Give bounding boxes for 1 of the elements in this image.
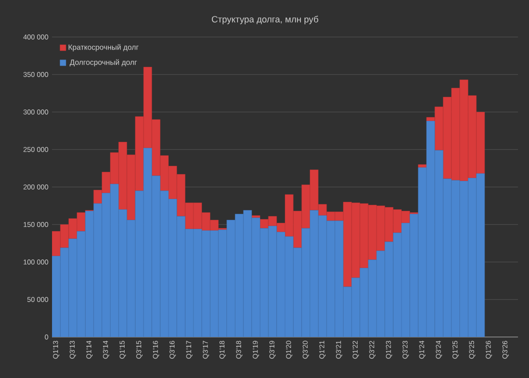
- chart-title: Структура долга, млн руб: [212, 16, 318, 24]
